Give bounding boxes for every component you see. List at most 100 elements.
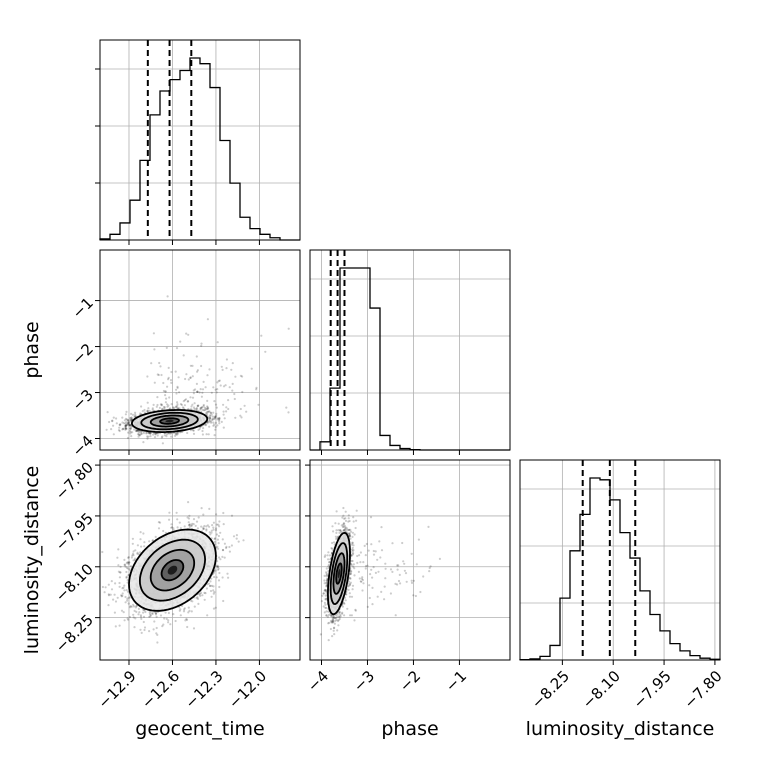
sample-point — [174, 405, 178, 408]
sample-point — [134, 413, 137, 416]
sample-point — [140, 405, 143, 408]
sample-point — [140, 432, 143, 435]
sample-point — [179, 403, 182, 406]
sample-point — [118, 424, 122, 427]
scatter-panel-geocent_time_luminosity_distance: −12.9−12.6−12.3−12.0−8.25−8.10−7.95−7.80 — [52, 458, 301, 712]
sample-point — [187, 501, 190, 504]
sample-point — [209, 415, 212, 418]
sample-point — [205, 408, 208, 411]
sample-point — [129, 423, 132, 426]
sample-point — [235, 534, 238, 537]
sample-point — [206, 407, 209, 410]
sample-point — [214, 415, 217, 418]
sample-point — [193, 605, 196, 608]
sample-point — [233, 397, 236, 401]
sample-point — [122, 611, 125, 614]
sample-point — [122, 422, 125, 425]
sample-point — [209, 411, 213, 414]
sample-point — [142, 620, 145, 624]
sample-point — [164, 531, 167, 534]
sample-point — [228, 386, 231, 389]
sample-point — [163, 407, 166, 410]
sample-point — [212, 526, 215, 529]
sample-point — [221, 548, 225, 552]
sample-point — [163, 617, 166, 620]
sample-point — [214, 421, 217, 424]
sample-point — [145, 432, 148, 435]
sample-point — [212, 521, 215, 524]
sample-point — [217, 567, 220, 570]
sample-point — [219, 384, 222, 387]
sample-point — [194, 524, 197, 528]
y-tick-label: −8.10 — [52, 560, 97, 605]
sample-point — [112, 424, 115, 427]
sample-point — [216, 560, 219, 563]
sample-point — [202, 380, 205, 383]
sample-point — [178, 609, 181, 612]
sample-point — [172, 406, 175, 409]
sample-point — [218, 556, 221, 559]
sample-point — [178, 407, 181, 410]
sample-point — [208, 584, 212, 588]
sample-point — [148, 630, 151, 633]
sample-point — [221, 555, 224, 559]
sample-point — [176, 385, 179, 388]
sample-point — [114, 625, 117, 628]
sample-point — [204, 386, 207, 389]
sample-point — [127, 596, 130, 599]
sample-point — [170, 403, 173, 406]
sample-point — [126, 421, 129, 424]
sample-point — [137, 553, 140, 556]
sample-point — [207, 407, 210, 410]
x-tick-label: −12.9 — [95, 667, 140, 712]
sample-point — [125, 575, 128, 579]
sample-point — [164, 401, 167, 404]
sample-point — [204, 409, 207, 412]
sample-point — [213, 575, 216, 579]
sample-point — [107, 583, 110, 586]
sample-point — [156, 434, 159, 437]
sample-point — [203, 406, 206, 409]
sample-point — [215, 412, 218, 415]
sample-point — [121, 592, 124, 595]
sample-point — [195, 382, 198, 385]
sample-point — [119, 571, 122, 574]
sample-point — [192, 627, 196, 630]
sample-point — [175, 392, 178, 395]
sample-point — [124, 565, 127, 568]
sample-point — [239, 374, 242, 377]
sample-point — [125, 418, 129, 421]
sample-point — [175, 347, 179, 350]
sample-point — [201, 408, 204, 412]
sample-point — [231, 362, 234, 365]
sample-point — [159, 614, 163, 617]
sample-point — [90, 417, 92, 419]
sample-point — [197, 516, 200, 519]
sample-point — [216, 545, 219, 549]
sample-point — [179, 527, 182, 530]
sample-point — [185, 617, 188, 621]
sample-point — [142, 432, 145, 435]
sample-point — [149, 432, 152, 435]
sample-point — [218, 420, 221, 423]
sample-point — [169, 432, 172, 435]
sample-point — [206, 405, 209, 408]
sample-point — [127, 423, 130, 426]
sample-point — [124, 424, 128, 427]
sample-point — [202, 527, 205, 530]
sample-point — [143, 609, 146, 612]
sample-point — [198, 427, 201, 430]
sample-point — [200, 406, 203, 409]
sample-point — [165, 617, 168, 621]
sample-point — [166, 295, 169, 298]
sample-point — [221, 549, 225, 552]
sample-point — [175, 432, 178, 435]
sample-point — [154, 612, 157, 615]
sample-point — [212, 417, 215, 420]
sample-point — [131, 554, 134, 557]
sample-point — [160, 373, 163, 377]
sample-point — [161, 442, 164, 445]
sample-point — [202, 427, 205, 430]
sample-point — [214, 416, 217, 419]
sample-point — [188, 525, 191, 529]
